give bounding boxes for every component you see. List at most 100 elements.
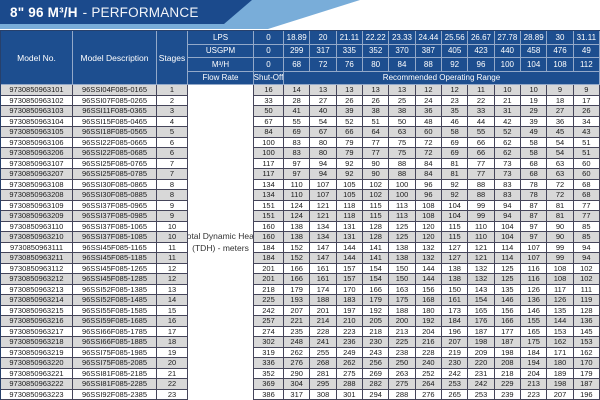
tdh-value-cell: 115 (363, 200, 390, 211)
model-no-cell: 9730850963105 (1, 127, 73, 138)
model-description-cell: 96SSI45F085-1285 (73, 274, 157, 285)
tdh-value-cell: 179 (363, 295, 390, 306)
stages-cell: 6 (157, 137, 188, 148)
tdh-units-label: Total Dynamic Head(TDH) - meters (188, 85, 254, 400)
tdh-value-cell: 241 (310, 337, 337, 348)
unit-value: 112 (573, 58, 600, 72)
tdh-value-cell: 68 (573, 190, 600, 201)
unit-value: 68 (284, 58, 311, 72)
tdh-value-cell: 121 (310, 211, 337, 222)
tdh-value-cell: 196 (442, 326, 469, 337)
model-no-cell: 9730850963108 (1, 179, 73, 190)
stages-cell: 11 (157, 242, 188, 253)
tdh-value-cell: 19 (521, 95, 548, 106)
tdh-value-cell: 175 (389, 295, 416, 306)
tdh-value-cell: 228 (415, 347, 442, 358)
tdh-value-cell: 69 (442, 148, 469, 159)
tdh-value-cell: 69 (442, 137, 469, 148)
shut-off-header: Shut-Off (254, 71, 284, 85)
unit-value: 20 (310, 31, 337, 45)
tdh-value-cell: 88 (468, 190, 495, 201)
tdh-value-cell: 9 (547, 85, 574, 96)
tdh-value-cell: 131 (336, 221, 363, 232)
tdh-value-cell: 166 (494, 316, 521, 327)
unit-value: 440 (494, 44, 521, 58)
tdh-value-cell: 128 (573, 305, 600, 316)
model-no-cell: 9730850963218 (1, 337, 73, 348)
tdh-value-cell: 73 (494, 158, 521, 169)
tdh-value-cell: 128 (363, 232, 390, 243)
tdh-value-cell: 248 (284, 337, 311, 348)
tdh-value-cell: 253 (468, 389, 495, 400)
tdh-value-cell: 83 (284, 148, 311, 159)
tdh-value-cell: 131 (336, 232, 363, 243)
unit-value: 0 (254, 31, 284, 45)
tdh-value-cell: 165 (521, 326, 548, 337)
shut-off-value-cell: 16 (254, 85, 284, 96)
tdh-value-cell: 238 (389, 347, 416, 358)
shut-off-value-cell: 386 (254, 389, 284, 400)
shut-off-value-cell: 184 (254, 242, 284, 253)
tdh-value-cell: 239 (494, 389, 521, 400)
tdh-value-cell: 48 (415, 116, 442, 127)
shut-off-value-cell: 201 (254, 263, 284, 274)
unit-value: 28.89 (521, 31, 548, 45)
tdh-value-cell: 282 (363, 379, 390, 390)
unit-value: 88 (415, 58, 442, 72)
tdh-value-cell: 33 (468, 106, 495, 117)
model-no-cell: 9730850963221 (1, 368, 73, 379)
tdh-value-cell: 155 (521, 316, 548, 327)
model-no-cell: 9730850963215 (1, 305, 73, 316)
unit-value: 27.78 (494, 31, 521, 45)
model-description-cell: 96SSI37F085-1085 (73, 232, 157, 243)
tdh-value-cell: 63 (547, 158, 574, 169)
tdh-value-cell: 84 (415, 158, 442, 169)
tdh-value-cell: 51 (363, 116, 390, 127)
tdh-value-cell: 249 (336, 347, 363, 358)
unit-value: 92 (442, 58, 469, 72)
model-description-cell: 96SSI45F085-1165 (73, 242, 157, 253)
shut-off-value-cell: 242 (254, 305, 284, 316)
tdh-value-cell: 90 (547, 232, 574, 243)
unit-value: 25.56 (442, 31, 469, 45)
tdh-value-cell: 78 (521, 190, 548, 201)
stages-cell: 22 (157, 379, 188, 390)
tdh-value-cell: 141 (363, 242, 390, 253)
tdh-value-cell: 240 (415, 358, 442, 369)
tdh-value-cell: 256 (363, 358, 390, 369)
tdh-value-cell: 162 (573, 347, 600, 358)
tdh-value-cell: 62 (494, 137, 521, 148)
tdh-value-cell: 194 (521, 358, 548, 369)
tdh-value-cell: 46 (442, 116, 469, 127)
tdh-label-line1: Total Dynamic Head (188, 231, 254, 242)
tdh-value-cell: 11 (468, 85, 495, 96)
unit-value: 30 (547, 31, 574, 45)
tdh-value-cell: 97 (521, 221, 548, 232)
tdh-value-cell: 113 (389, 211, 416, 222)
shut-off-value-cell: 336 (254, 358, 284, 369)
tdh-value-cell: 34 (573, 116, 600, 127)
unit-label-mh: M³/H (188, 58, 254, 72)
model-description-cell: 96SSI45F085-1265 (73, 263, 157, 274)
unit-value: 387 (415, 44, 442, 58)
unit-value: 26.67 (468, 31, 495, 45)
model-description-cell: 96SSI25F085-0765 (73, 158, 157, 169)
tdh-value-cell: 92 (336, 158, 363, 169)
tdh-value-cell: 38 (389, 106, 416, 117)
tdh-value-cell: 144 (336, 253, 363, 264)
tdh-value-cell: 55 (468, 127, 495, 138)
stages-cell: 23 (157, 389, 188, 400)
shut-off-value-cell: 100 (254, 148, 284, 159)
tdh-value-cell: 144 (415, 274, 442, 285)
tdh-value-cell: 125 (389, 232, 416, 243)
tdh-value-cell: 87 (521, 200, 548, 211)
tdh-value-cell: 184 (442, 316, 469, 327)
tdh-value-cell: 66 (336, 127, 363, 138)
tdh-value-cell: 68 (573, 179, 600, 190)
tdh-value-cell: 111 (573, 284, 600, 295)
tdh-value-cell: 154 (363, 263, 390, 274)
flow-rate-header: Flow Rate (188, 71, 254, 85)
tdh-value-cell: 288 (389, 389, 416, 400)
tdh-value-cell: 85 (573, 221, 600, 232)
tdh-value-cell: 110 (468, 221, 495, 232)
